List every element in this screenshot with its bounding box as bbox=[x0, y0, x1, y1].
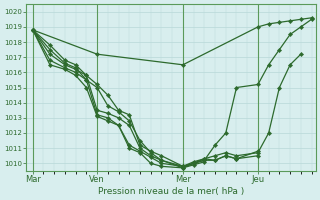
X-axis label: Pression niveau de la mer( hPa ): Pression niveau de la mer( hPa ) bbox=[98, 187, 244, 196]
